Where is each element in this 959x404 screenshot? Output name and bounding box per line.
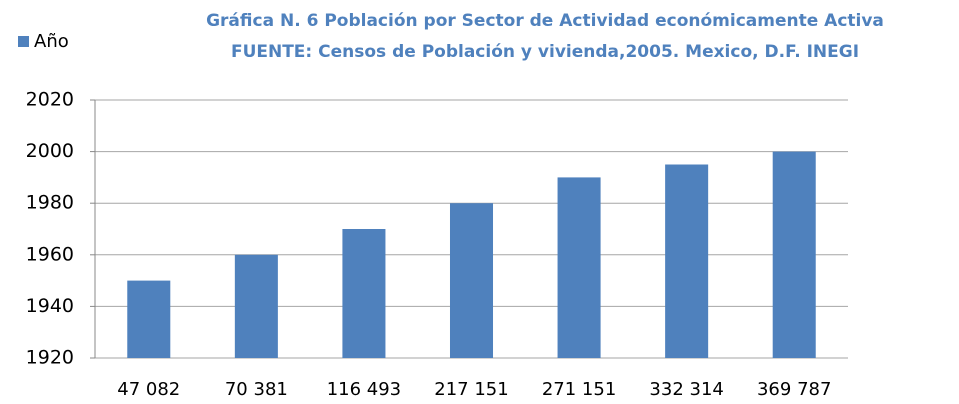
chart-subtitle: FUENTE: Censos de Población y vivienda,2… xyxy=(231,42,859,62)
bar xyxy=(234,254,278,358)
bar xyxy=(449,203,494,358)
y-tick-label: 1920 xyxy=(26,347,74,369)
y-tick-label: 1940 xyxy=(26,295,74,317)
legend-swatch xyxy=(18,36,29,47)
y-tick-label: 1980 xyxy=(26,192,74,214)
y-tick-label: 2020 xyxy=(26,89,74,111)
x-tick-label: 70 381 xyxy=(225,379,288,400)
x-tick-label: 271 151 xyxy=(542,379,616,400)
bar xyxy=(557,177,601,358)
x-tick-label: 369 787 xyxy=(757,379,831,400)
y-tick-label: 2000 xyxy=(26,140,74,162)
chart-title: Gráfica N. 6 Población por Sector de Act… xyxy=(206,11,884,31)
bar xyxy=(127,280,171,358)
bar xyxy=(665,164,709,358)
legend-label: Año xyxy=(34,31,69,52)
x-tick-label: 217 151 xyxy=(434,379,508,400)
x-tick-label: 332 314 xyxy=(649,379,723,400)
bar xyxy=(772,151,816,358)
y-tick-label: 1960 xyxy=(26,243,74,265)
x-tick-label: 116 493 xyxy=(327,379,401,400)
x-tick-label: 47 082 xyxy=(117,379,180,400)
bar xyxy=(342,229,386,358)
